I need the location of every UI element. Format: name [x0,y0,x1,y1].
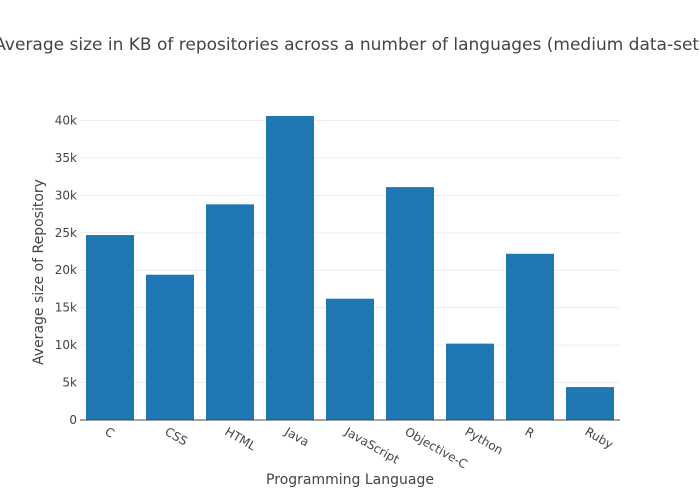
x-axis-title: Programming Language [266,472,434,488]
y-tick-label: 40k [55,113,77,127]
y-tick-label: 10k [55,338,77,352]
x-tick-label: JavaScript [342,424,402,467]
y-axis-title: Average size of Repository [31,179,47,365]
x-tick-label: R [523,424,537,440]
bar-css[interactable] [146,274,194,420]
bar-java[interactable] [266,116,314,420]
bar-ruby[interactable] [566,387,614,420]
x-tick-label: Objective-C [403,424,470,471]
x-tick-label: HTML [223,424,259,453]
y-tick-label: 30k [55,188,77,202]
bar-python[interactable] [446,343,494,420]
bar-c[interactable] [86,235,134,420]
y-tick-label: 20k [55,263,77,277]
x-tick-label: CSS [163,424,190,448]
y-tick-label: 0 [69,413,77,427]
y-tick-labels: 0 5k 10k 15k 20k 25k 30k 35k 40k [55,113,77,427]
y-tick-label: 5k [62,376,77,390]
y-tick-label: 25k [55,226,77,240]
y-tick-label: 15k [55,301,77,315]
bar-r[interactable] [506,253,554,420]
x-tick-label: C [103,424,117,440]
x-tick-label: Java [282,424,312,449]
x-tick-label: Python [463,424,506,457]
bar-html[interactable] [206,204,254,420]
y-tick-label: 35k [55,151,77,165]
bars [86,116,614,420]
x-tick-label: Ruby [583,424,616,451]
chart-title: Average size in KB of repositories acros… [0,35,700,55]
bar-javascript[interactable] [326,298,374,420]
bar-objective-c[interactable] [386,187,434,420]
